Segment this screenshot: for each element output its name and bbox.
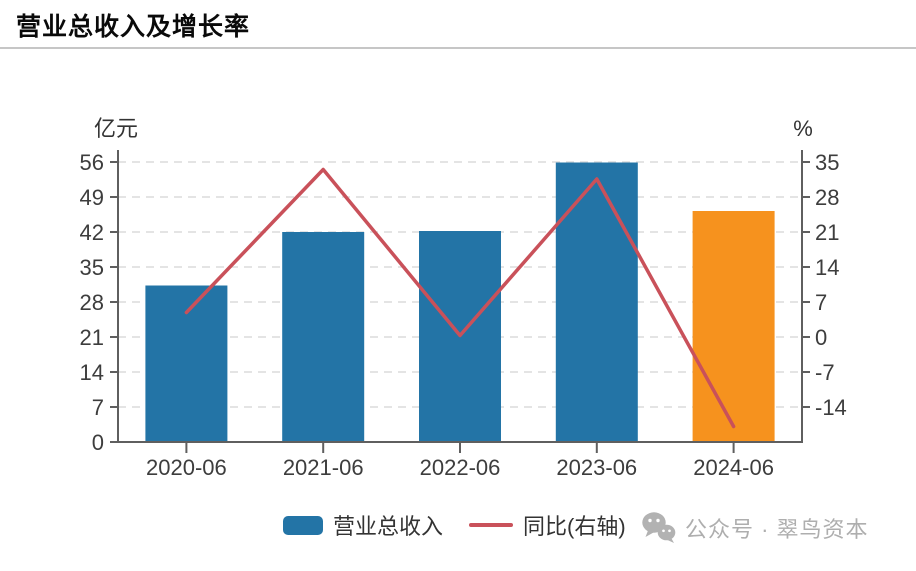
x-tick-label: 2023-06: [556, 455, 637, 480]
y-right-tick-label: 7: [815, 290, 827, 315]
growth-legend-swatch: [469, 523, 514, 527]
y-right-tick-label: 28: [815, 185, 839, 210]
y-left-tick-label: 56: [80, 150, 104, 175]
revenue-bar-2021-06: [282, 232, 365, 442]
legend-item-revenue[interactable]: 营业总收入: [283, 509, 443, 541]
revenue-bars: [145, 162, 775, 442]
wechat-icon: [642, 512, 676, 543]
right-axis-unit-label: %: [793, 116, 813, 141]
legend-label-revenue: 营业总收入: [333, 514, 444, 539]
y-right-tick-label: 0: [815, 325, 827, 350]
y-left-tick-label: 21: [80, 325, 104, 350]
revenue-bar-2023-06: [555, 162, 638, 442]
x-tick-label: 2021-06: [283, 455, 364, 480]
growth-line: [184, 167, 736, 429]
y-right-tick-label: 14: [815, 255, 839, 280]
y-right-tick-label: -14: [815, 395, 847, 420]
y-left-tick-label: 7: [92, 395, 104, 420]
x-tick-label: 2024-06: [693, 455, 774, 480]
watermark-text: 公众号 · 翠鸟资本: [685, 516, 869, 542]
y-left-tick-label: 49: [80, 185, 104, 210]
page-title: 营业总收入及增长率: [16, 13, 251, 41]
x-tick-label: 2022-06: [420, 455, 501, 480]
y-left-tick-label: 28: [80, 290, 104, 315]
y-right-tick-label: 21: [815, 220, 839, 245]
y-axis-right: [802, 161, 810, 408]
x-axis: [185, 442, 735, 453]
revenue-bar-2024-06: [692, 211, 775, 442]
chart-legend: 营业总收入 同比(右轴): [283, 509, 626, 541]
watermark: 公众号 · 翠鸟资本: [641, 511, 869, 544]
y-right-tick-label: -7: [815, 360, 835, 385]
legend-label-growth: 同比(右轴): [523, 514, 626, 539]
legend-item-growth[interactable]: 同比(右轴): [469, 509, 626, 541]
revenue-bar-2020-06: [145, 285, 228, 442]
left-axis-unit-label: 亿元: [94, 116, 138, 141]
y-left-tick-label: 14: [80, 360, 104, 385]
y-left-tick-label: 35: [80, 255, 104, 280]
revenue-growth-chart: 56 49 42 35 28 21 14 7 0 35 28 21 14 7 0 -7 -14 2020-06 20…: [80, 116, 847, 480]
x-tick-label: 2020-06: [146, 455, 227, 480]
revenue-legend-swatch: [283, 515, 323, 535]
y-left-tick-label: 42: [80, 220, 104, 245]
y-left-tick-label: 0: [92, 430, 104, 455]
title-divider: [0, 47, 916, 49]
y-axis-left: [110, 161, 118, 443]
y-right-tick-label: 35: [815, 150, 839, 175]
